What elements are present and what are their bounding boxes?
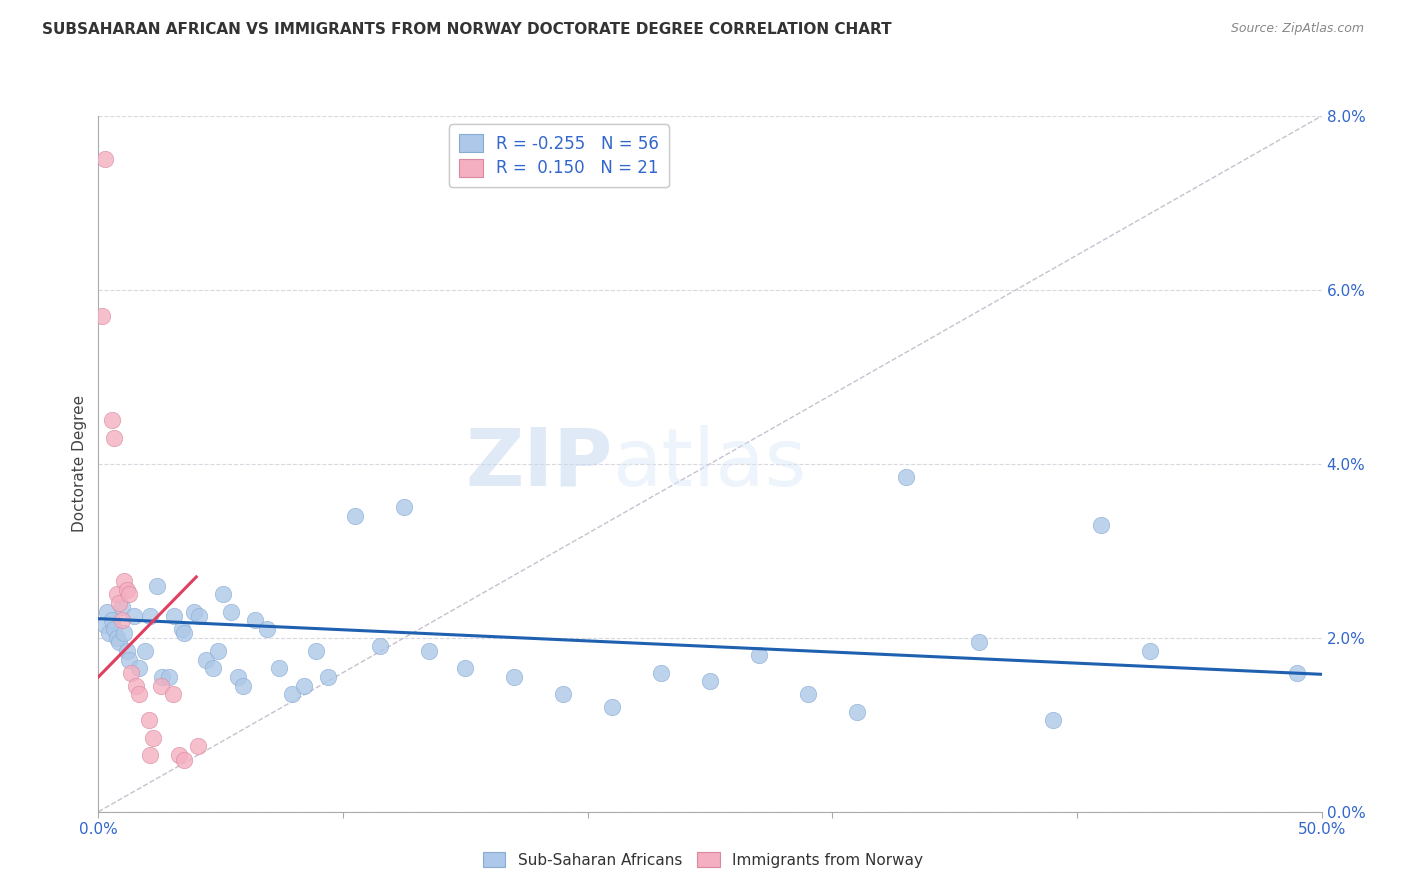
Point [146,578,169,592]
Point [163,609,186,624]
Point [98,626,121,640]
Point [150,670,173,684]
Point [553,687,575,701]
Point [207,644,229,658]
Point [108,635,131,649]
Point [600,700,623,714]
Point [101,614,124,628]
Legend: Sub-Saharan Africans, Immigrants from Norway: Sub-Saharan Africans, Immigrants from No… [475,844,931,875]
Point [392,500,416,515]
Point [125,679,148,693]
Legend: R = -0.255   N = 56, R =  0.150   N = 21: R = -0.255 N = 56, R = 0.150 N = 21 [450,124,669,187]
Point [212,587,235,601]
Point [418,644,440,658]
Point [368,640,391,654]
Point [115,644,138,658]
Text: atlas: atlas [612,425,807,503]
Point [797,687,820,701]
Point [105,587,128,601]
Point [149,679,172,693]
Point [280,687,302,701]
Point [93,153,115,167]
Point [91,309,114,323]
Point [305,644,328,658]
Point [170,622,193,636]
Point [699,674,721,689]
Y-axis label: Doctorate Degree: Doctorate Degree [72,395,87,533]
Point [112,626,135,640]
Point [454,661,477,675]
Point [173,753,195,767]
Text: SUBSAHARAN AFRICAN VS IMMIGRANTS FROM NORWAY DOCTORATE DEGREE CORRELATION CHART: SUBSAHARAN AFRICAN VS IMMIGRANTS FROM NO… [42,22,891,37]
Point [139,748,162,763]
Point [318,670,340,684]
Point [103,622,125,636]
Point [232,679,254,693]
Point [118,652,141,666]
Point [503,670,526,684]
Point [195,652,218,666]
Point [967,635,990,649]
Point [108,596,131,610]
Point [118,587,141,601]
Point [186,739,208,754]
Point [96,605,118,619]
Point [219,605,242,619]
Point [105,631,128,645]
Point [243,614,266,628]
Point [103,431,125,445]
Point [650,665,672,680]
Point [93,617,115,632]
Point [128,661,150,675]
Point [162,687,184,701]
Point [187,609,209,624]
Point [122,609,145,624]
Point [167,748,190,763]
Point [845,705,868,719]
Text: Source: ZipAtlas.com: Source: ZipAtlas.com [1230,22,1364,36]
Point [748,648,770,662]
Point [111,614,134,628]
Point [256,622,278,636]
Point [101,413,124,427]
Point [344,508,367,523]
Point [134,644,156,658]
Point [138,714,160,728]
Point [1090,517,1112,532]
Point [111,600,134,615]
Point [173,626,195,640]
Point [292,679,315,693]
Text: ZIP: ZIP [465,425,612,503]
Point [202,661,225,675]
Point [1139,644,1161,658]
Point [139,609,162,624]
Point [120,665,142,680]
Point [157,670,180,684]
Point [183,605,205,619]
Point [128,687,150,701]
Point [1042,714,1064,728]
Point [142,731,165,745]
Point [1286,665,1309,680]
Point [269,661,291,675]
Point [112,574,135,589]
Point [894,470,917,484]
Point [226,670,249,684]
Point [115,582,138,597]
